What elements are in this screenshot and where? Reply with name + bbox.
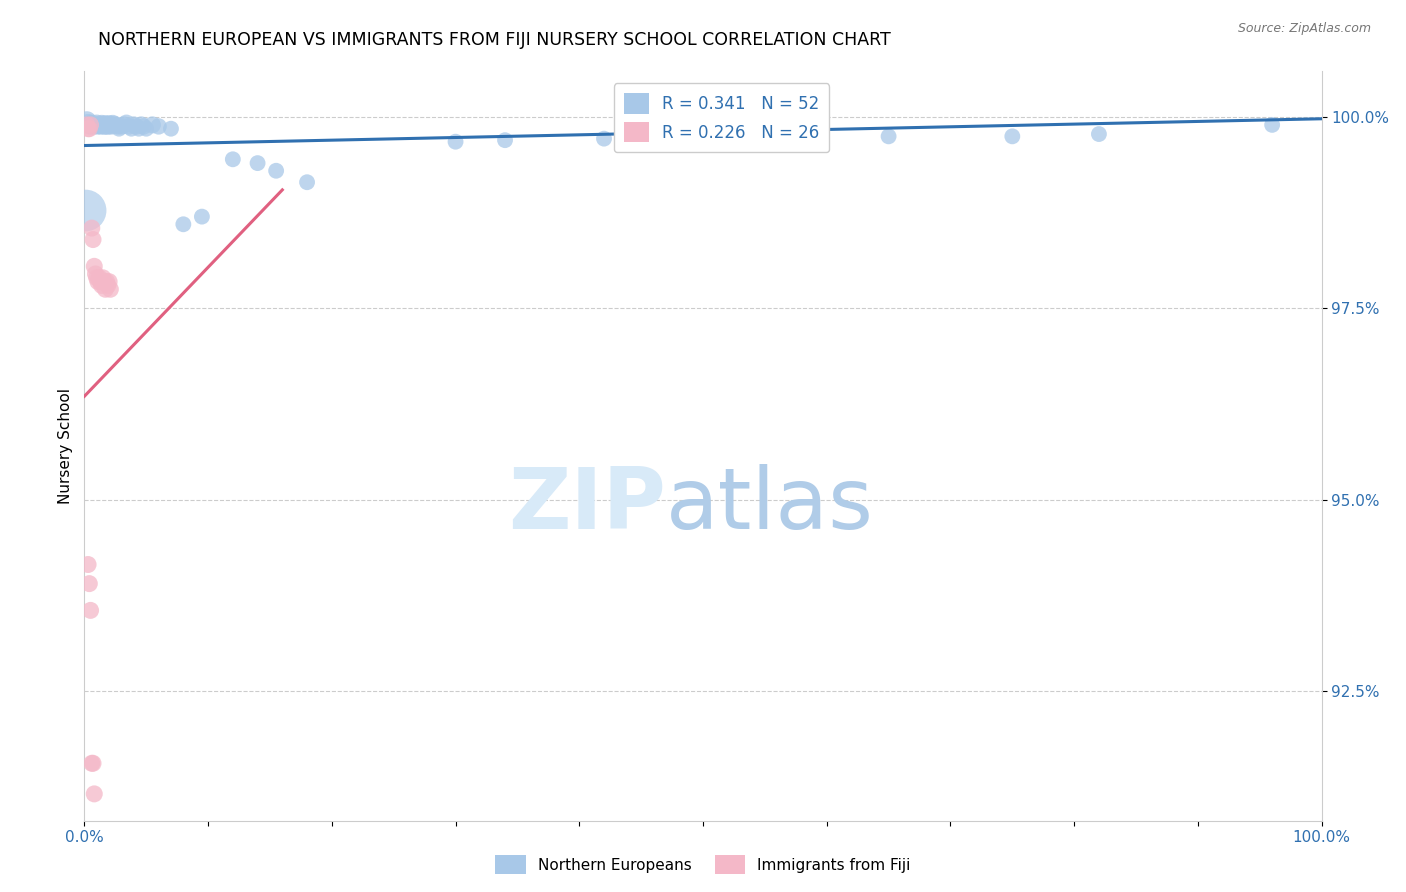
Point xyxy=(264,163,287,178)
Point xyxy=(91,118,114,132)
Point xyxy=(77,121,100,136)
Point xyxy=(494,133,516,147)
Point xyxy=(86,116,108,130)
Legend: R = 0.341   N = 52, R = 0.226   N = 26: R = 0.341 N = 52, R = 0.226 N = 26 xyxy=(614,84,830,153)
Point xyxy=(76,118,98,132)
Point xyxy=(141,118,163,132)
Point xyxy=(91,270,114,285)
Point xyxy=(96,275,118,289)
Point xyxy=(98,116,121,130)
Text: NORTHERN EUROPEAN VS IMMIGRANTS FROM FIJI NURSERY SCHOOL CORRELATION CHART: NORTHERN EUROPEAN VS IMMIGRANTS FROM FIJ… xyxy=(98,31,891,49)
Point xyxy=(77,116,100,130)
Point xyxy=(98,282,121,296)
Point xyxy=(98,118,121,132)
Point xyxy=(83,260,105,274)
Point xyxy=(76,114,98,128)
Point xyxy=(93,275,115,289)
Point xyxy=(115,116,138,130)
Point xyxy=(89,275,111,289)
Point xyxy=(754,129,776,144)
Point xyxy=(129,118,152,132)
Point xyxy=(877,129,900,144)
Point xyxy=(191,210,214,224)
Point xyxy=(246,156,269,170)
Point xyxy=(79,603,101,617)
Text: atlas: atlas xyxy=(666,465,875,548)
Point xyxy=(89,118,111,132)
Point xyxy=(444,135,467,149)
Point xyxy=(83,787,105,801)
Point xyxy=(148,120,170,134)
Point xyxy=(94,282,117,296)
Legend: Northern Europeans, Immigrants from Fiji: Northern Europeans, Immigrants from Fiji xyxy=(489,849,917,880)
Text: ZIP: ZIP xyxy=(508,465,666,548)
Point xyxy=(110,120,132,134)
Point xyxy=(1088,127,1111,141)
Point xyxy=(101,116,124,130)
Point xyxy=(75,203,97,218)
Point xyxy=(82,756,104,771)
Point xyxy=(104,118,127,132)
Point xyxy=(80,756,103,771)
Point xyxy=(132,120,155,134)
Point xyxy=(97,278,120,293)
Text: Source: ZipAtlas.com: Source: ZipAtlas.com xyxy=(1237,22,1371,36)
Point xyxy=(79,121,101,136)
Point xyxy=(222,153,245,167)
Point xyxy=(93,120,115,134)
Point xyxy=(79,118,101,132)
Point xyxy=(122,118,145,132)
Point xyxy=(79,576,101,591)
Point xyxy=(77,558,100,572)
Point xyxy=(96,118,118,132)
Point xyxy=(1261,118,1284,132)
Point xyxy=(83,120,105,134)
Point xyxy=(100,120,122,134)
Point xyxy=(128,121,150,136)
Point xyxy=(86,270,108,285)
Point xyxy=(125,120,148,134)
Point xyxy=(108,121,131,136)
Point xyxy=(107,120,129,134)
Point xyxy=(90,278,112,293)
Point xyxy=(89,120,111,134)
Point xyxy=(112,118,135,132)
Point xyxy=(80,221,103,235)
Point xyxy=(84,267,107,281)
Point xyxy=(89,270,111,285)
Point xyxy=(79,118,101,132)
Point xyxy=(160,121,183,136)
Point xyxy=(82,118,104,132)
Point xyxy=(295,175,318,189)
Point xyxy=(172,217,194,231)
Point xyxy=(79,120,101,134)
Y-axis label: Nursery School: Nursery School xyxy=(58,388,73,504)
Point xyxy=(120,121,142,136)
Point xyxy=(87,120,110,134)
Point xyxy=(90,116,112,130)
Point xyxy=(1001,129,1024,144)
Point xyxy=(82,233,104,247)
Point xyxy=(80,116,103,130)
Point xyxy=(97,120,120,134)
Point xyxy=(87,275,110,289)
Point xyxy=(98,275,121,289)
Point xyxy=(593,131,616,145)
Point xyxy=(118,120,141,134)
Point xyxy=(135,121,157,136)
Point xyxy=(94,116,117,130)
